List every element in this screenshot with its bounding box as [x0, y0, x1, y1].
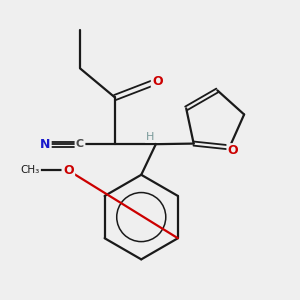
- Text: O: O: [63, 164, 74, 177]
- Text: C: C: [76, 139, 84, 149]
- Text: N: N: [40, 138, 50, 151]
- Text: CH₃: CH₃: [21, 165, 40, 176]
- Text: O: O: [152, 75, 163, 88]
- Text: O: O: [228, 144, 238, 158]
- Text: H: H: [146, 132, 154, 142]
